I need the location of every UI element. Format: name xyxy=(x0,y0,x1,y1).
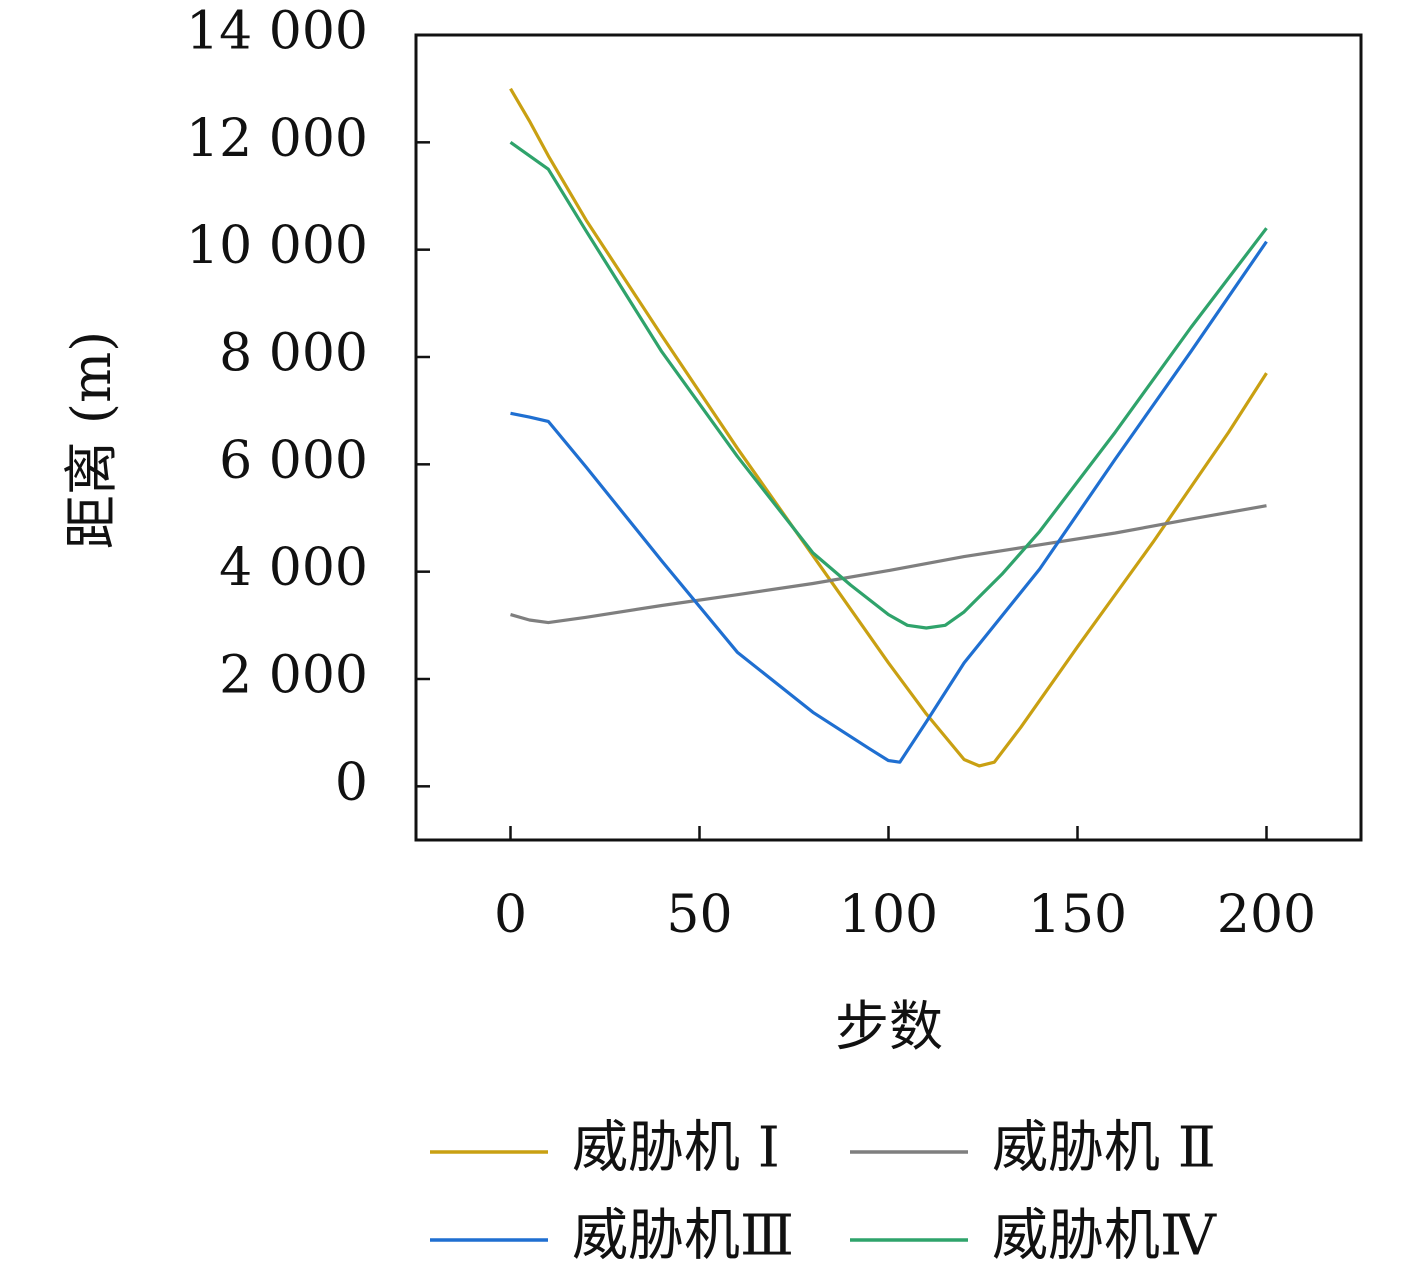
y-axis-title: 距离 (m) xyxy=(60,331,123,550)
y-tick-label: 14 000 xyxy=(186,2,368,62)
series-line-3 xyxy=(510,240,1268,764)
x-axis-title: 步数 xyxy=(835,995,943,1058)
legend: 威胁机 Ⅰ 威胁机 Ⅱ 威胁机Ⅲ 威胁机Ⅳ xyxy=(430,1116,1217,1269)
axis-ticks: 0 2 000 4 000 6 000 8 000 10 000 12 000 14 000 0… xyxy=(186,2,1316,946)
x-tick-label: 200 xyxy=(1217,885,1316,945)
legend-label-2: 威胁机 Ⅱ xyxy=(992,1116,1216,1181)
series-layer xyxy=(509,87,1268,768)
plot-frame xyxy=(414,33,1363,842)
y-tick-label: 12 000 xyxy=(186,109,368,169)
x-tick-label: 0 xyxy=(494,885,527,945)
series-line-2 xyxy=(510,504,1267,625)
y-tick-label: 4 000 xyxy=(219,538,368,598)
legend-label-1: 威胁机 Ⅰ xyxy=(572,1116,780,1181)
series-line-4 xyxy=(509,140,1268,630)
legend-label-4: 威胁机Ⅳ xyxy=(992,1204,1217,1269)
x-tick-label: 150 xyxy=(1028,885,1127,945)
legend-label-3: 威胁机Ⅲ xyxy=(572,1204,794,1269)
y-tick-label: 8 000 xyxy=(219,324,368,384)
y-tick-label: 6 000 xyxy=(219,431,368,491)
y-tick-label: 2 000 xyxy=(219,646,368,706)
x-tick-label: 50 xyxy=(666,885,732,945)
plot-area xyxy=(414,33,1363,842)
series-line-1 xyxy=(509,87,1268,768)
y-tick-label: 0 xyxy=(335,753,368,813)
x-tick-label: 100 xyxy=(839,885,938,945)
y-tick-label: 10 000 xyxy=(186,216,368,276)
